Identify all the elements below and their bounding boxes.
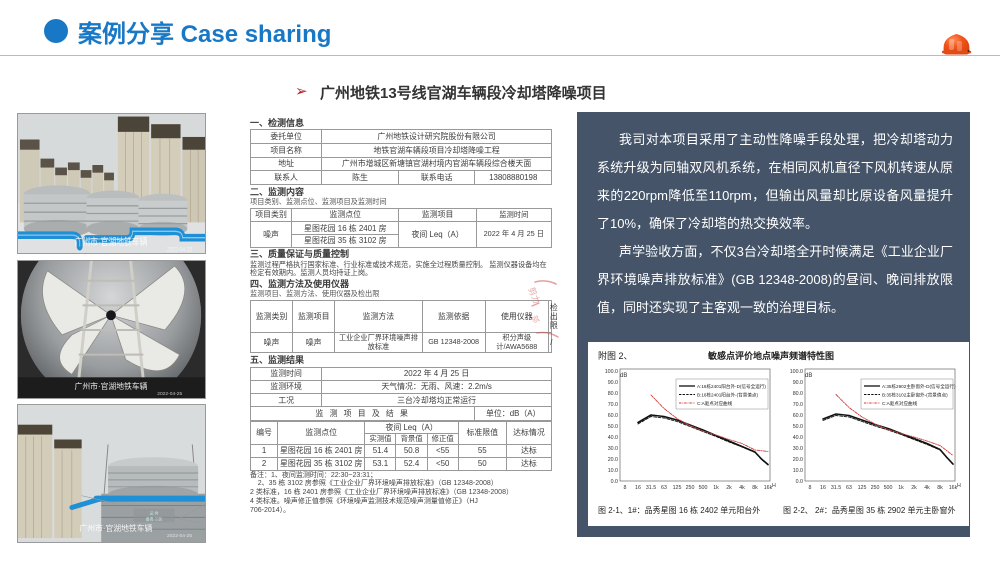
svg-text:8k: 8k xyxy=(937,485,943,491)
svg-text:Hz: Hz xyxy=(957,483,961,489)
svg-text:dB: dB xyxy=(805,373,812,379)
svg-text:63: 63 xyxy=(661,485,667,491)
svg-text:A:35栋2902主卧窗外-D(信号全运行): A:35栋2902主卧窗外-D(信号全运行) xyxy=(882,383,956,390)
svg-text:100.0: 100.0 xyxy=(605,369,618,375)
svg-text:80.0: 80.0 xyxy=(608,391,618,397)
svg-text:63: 63 xyxy=(846,485,852,491)
svg-text:500: 500 xyxy=(884,485,893,491)
svg-text:60.0: 60.0 xyxy=(793,413,803,419)
svg-text:20.0: 20.0 xyxy=(793,457,803,463)
svg-text:B:16栋2401阳台外-(背景值点): B:16栋2401阳台外-(背景值点) xyxy=(697,392,758,399)
svg-text:100.0: 100.0 xyxy=(790,369,803,375)
svg-text:40.0: 40.0 xyxy=(608,435,618,441)
svg-text:16: 16 xyxy=(635,485,641,491)
svg-text:4k: 4k xyxy=(739,485,745,491)
svg-text:250: 250 xyxy=(871,485,880,491)
svg-text:广州市·官湖地铁车辆: 广州市·官湖地铁车辆 xyxy=(79,523,152,533)
svg-text:C:A驱点对应曲线: C:A驱点对应曲线 xyxy=(697,400,733,407)
svg-text:2022-04-25: 2022-04-25 xyxy=(167,247,192,253)
svg-text:90.0: 90.0 xyxy=(793,380,803,386)
svg-text:dB: dB xyxy=(620,373,627,379)
svg-text:C:A驱点对应曲线: C:A驱点对应曲线 xyxy=(882,400,918,407)
svg-text:番禺 三区: 番禺 三区 xyxy=(146,516,163,521)
svg-text:剪力: 剪力 xyxy=(526,286,542,306)
svg-text:70.0: 70.0 xyxy=(608,402,618,408)
svg-text:8: 8 xyxy=(809,485,812,491)
svg-text:30.0: 30.0 xyxy=(608,446,618,452)
svg-text:品 秀: 品 秀 xyxy=(150,510,159,515)
svg-text:1k: 1k xyxy=(713,485,719,491)
svg-text:0.0: 0.0 xyxy=(796,479,803,485)
svg-text:125: 125 xyxy=(858,485,867,491)
svg-text:80.0: 80.0 xyxy=(793,391,803,397)
svg-text:8: 8 xyxy=(624,485,627,491)
svg-text:0.0: 0.0 xyxy=(611,479,618,485)
svg-text:31.5: 31.5 xyxy=(646,485,656,491)
svg-text:250: 250 xyxy=(686,485,695,491)
svg-text:2022-04-25: 2022-04-25 xyxy=(167,533,192,539)
svg-text:500: 500 xyxy=(699,485,708,491)
svg-text:2022-04-25: 2022-04-25 xyxy=(157,391,182,397)
svg-text:部: 部 xyxy=(530,314,542,325)
svg-text:广州市·官湖地铁车辆: 广州市·官湖地铁车辆 xyxy=(75,235,148,247)
svg-text:50.0: 50.0 xyxy=(608,424,618,430)
svg-text:10.0: 10.0 xyxy=(608,468,618,474)
svg-text:10.0: 10.0 xyxy=(793,468,803,474)
svg-text:31.5: 31.5 xyxy=(831,485,841,491)
svg-text:8k: 8k xyxy=(752,485,758,491)
svg-text:70.0: 70.0 xyxy=(793,402,803,408)
svg-text:30.0: 30.0 xyxy=(793,446,803,452)
svg-text:Hz: Hz xyxy=(772,483,776,489)
svg-text:60.0: 60.0 xyxy=(608,413,618,419)
svg-text:1k: 1k xyxy=(898,485,904,491)
svg-text:90.0: 90.0 xyxy=(608,380,618,386)
svg-text:50.0: 50.0 xyxy=(793,424,803,430)
svg-text:2k: 2k xyxy=(911,485,917,491)
svg-text:4k: 4k xyxy=(924,485,930,491)
svg-text:A:16栋2401阳台外-D(信号全运行): A:16栋2401阳台外-D(信号全运行) xyxy=(697,383,766,390)
svg-text:广州市·官湖地铁车辆: 广州市·官湖地铁车辆 xyxy=(75,381,148,391)
svg-text:B:35栋3102主卧窗外-(背景值点): B:35栋3102主卧窗外-(背景值点) xyxy=(882,392,948,399)
svg-text:20.0: 20.0 xyxy=(608,457,618,463)
svg-text:125: 125 xyxy=(673,485,682,491)
svg-text:2k: 2k xyxy=(726,485,732,491)
svg-text:16: 16 xyxy=(820,485,826,491)
svg-text:40.0: 40.0 xyxy=(793,435,803,441)
